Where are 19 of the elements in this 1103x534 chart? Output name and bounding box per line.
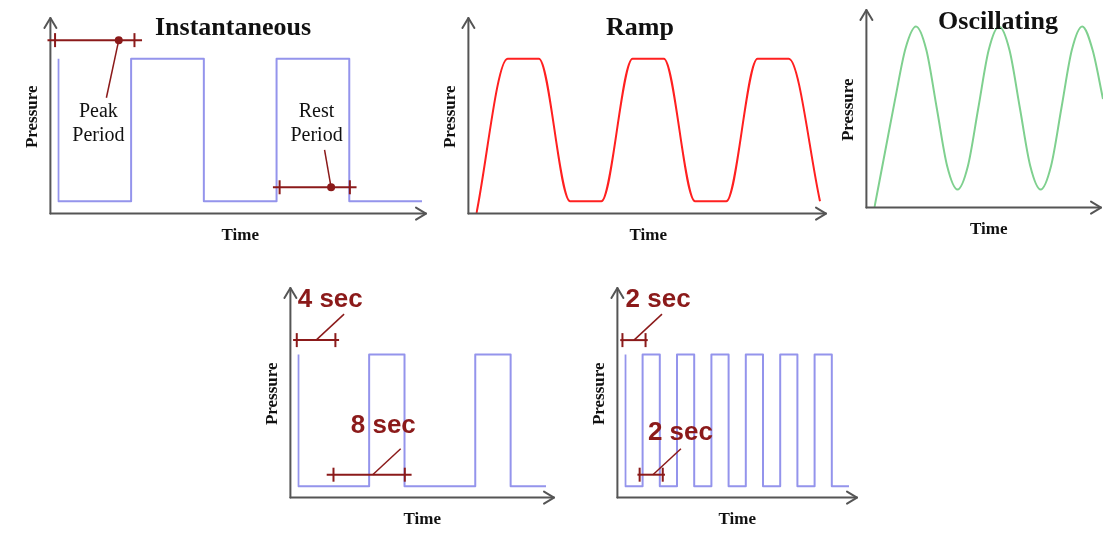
y-axis-title: Pressure — [439, 85, 459, 149]
annotation: Peak Period — [72, 99, 125, 146]
text: 2 sec — [625, 283, 691, 314]
x-axis-title: Time — [969, 219, 1008, 239]
x-axis-title: Time — [629, 225, 668, 245]
chart-title: Ramp — [606, 11, 674, 41]
y-axis-title: Pressure — [21, 85, 41, 149]
text: 4 sec — [297, 283, 363, 314]
y-axis-title: Pressure — [261, 362, 281, 426]
chart-title: Oscillating — [938, 5, 1058, 35]
x-axis-title: Time — [718, 509, 757, 529]
y-axis-title: Pressure — [588, 362, 608, 426]
annotation: 2 sec — [647, 416, 713, 447]
annotation: Rest Period — [290, 99, 343, 146]
x-axis-title: Time — [221, 225, 260, 245]
x-axis-title: Time — [403, 509, 442, 529]
y-axis-title: Pressure — [837, 78, 857, 142]
chart-title: Instantaneous — [154, 11, 312, 41]
annotation: 8 sec — [350, 409, 416, 440]
